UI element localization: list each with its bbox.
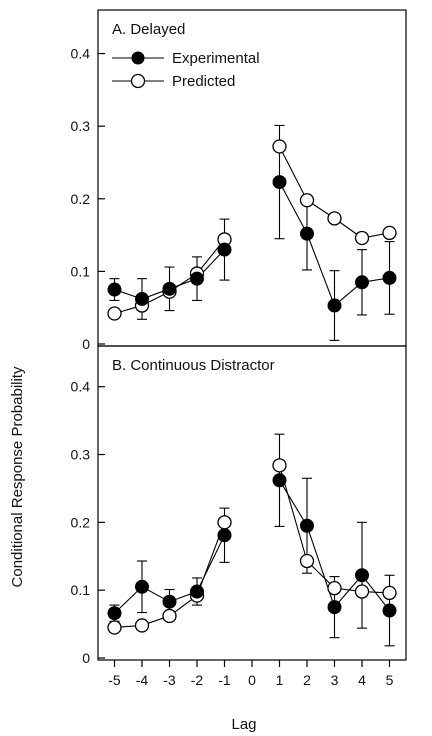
x-axis-label: Lag	[231, 716, 256, 733]
x-tick-label: -2	[191, 672, 204, 688]
experimental-point	[272, 175, 287, 190]
x-tick-label: 3	[331, 672, 339, 688]
x-tick-label: 0	[248, 672, 256, 688]
y-tick-label: 0.2	[71, 514, 91, 530]
experimental-point	[355, 275, 369, 290]
predicted-point	[299, 553, 315, 569]
panel-title: A. Delayed	[112, 21, 185, 38]
x-tick-label: -4	[136, 672, 149, 688]
x-tick-label: -3	[163, 672, 176, 688]
legend-label-predicted: Predicted	[172, 73, 235, 90]
legend-label-experimental: Experimental	[172, 50, 260, 67]
legend: Experimental Predicted	[112, 50, 260, 90]
x-tick-label: -5	[108, 672, 121, 688]
predicted-point	[272, 139, 287, 154]
y-tick-label: 0.1	[71, 263, 91, 279]
predicted-point	[327, 211, 342, 226]
predicted-point	[217, 515, 232, 530]
experimental-point	[327, 298, 342, 313]
predicted-line	[278, 465, 390, 594]
experimental-point	[107, 282, 122, 297]
predicted-point	[354, 230, 370, 246]
experimental-point	[272, 473, 287, 488]
predicted-point	[134, 618, 150, 633]
predicted-point	[299, 193, 315, 208]
predicted-point	[272, 458, 287, 473]
predicted-point	[354, 584, 370, 599]
y-tick-label: 0	[82, 650, 90, 666]
x-tick-label: 4	[358, 672, 366, 688]
y-tick-label: 0.3	[71, 447, 91, 463]
panel-b: 0 0.1 0.2 0.3 0.4 -5 -4 -3 -2 -1 0 1 2 3 4 5 B. Continuo…	[71, 345, 407, 688]
experimental-point	[355, 568, 369, 583]
y-tick-label: 0.1	[71, 582, 91, 598]
x-tick-label: -1	[218, 672, 231, 688]
experimental-point	[217, 528, 232, 543]
predicted-point	[327, 580, 342, 596]
x-tick-label: 1	[276, 672, 284, 688]
predicted-point	[162, 608, 177, 624]
y-tick-label: 0.2	[71, 191, 91, 207]
experimental-point	[327, 600, 342, 615]
y-tick-label: 0.3	[71, 118, 91, 134]
experimental-point	[300, 518, 314, 533]
x-tick-label: 5	[386, 672, 394, 688]
y-tick-label: 0	[82, 336, 90, 352]
experimental-point	[300, 226, 314, 241]
y-tick-label: 0.4	[71, 46, 91, 62]
experimental-point	[135, 579, 149, 594]
experimental-point	[135, 291, 149, 306]
predicted-point	[382, 225, 397, 241]
predicted-point	[382, 585, 397, 601]
experimental-point	[107, 606, 122, 621]
predicted-point	[107, 620, 122, 635]
legend-marker-experimental	[131, 51, 145, 65]
experimental-point	[382, 603, 397, 618]
experimental-point	[162, 594, 177, 609]
legend-marker-predicted	[130, 73, 146, 89]
experimental-point	[382, 270, 397, 285]
x-tick-label: 2	[303, 672, 311, 688]
predicted-point	[107, 306, 122, 321]
experimental-point	[190, 584, 204, 599]
panels: 0 0.1 0.2 0.3 0.4 A. Delayed Experimental Predi…	[71, 9, 407, 688]
experimental-point	[217, 242, 232, 257]
panel-a: 0 0.1 0.2 0.3 0.4 A. Delayed Experimental Predi…	[71, 9, 407, 352]
y-axis-label: Conditional Response Probability	[9, 366, 26, 587]
panel-title: B. Continuous Distractor	[112, 357, 275, 374]
y-tick-label: 0.4	[71, 379, 91, 395]
experimental-point	[190, 271, 204, 286]
experimental-point	[162, 281, 177, 296]
